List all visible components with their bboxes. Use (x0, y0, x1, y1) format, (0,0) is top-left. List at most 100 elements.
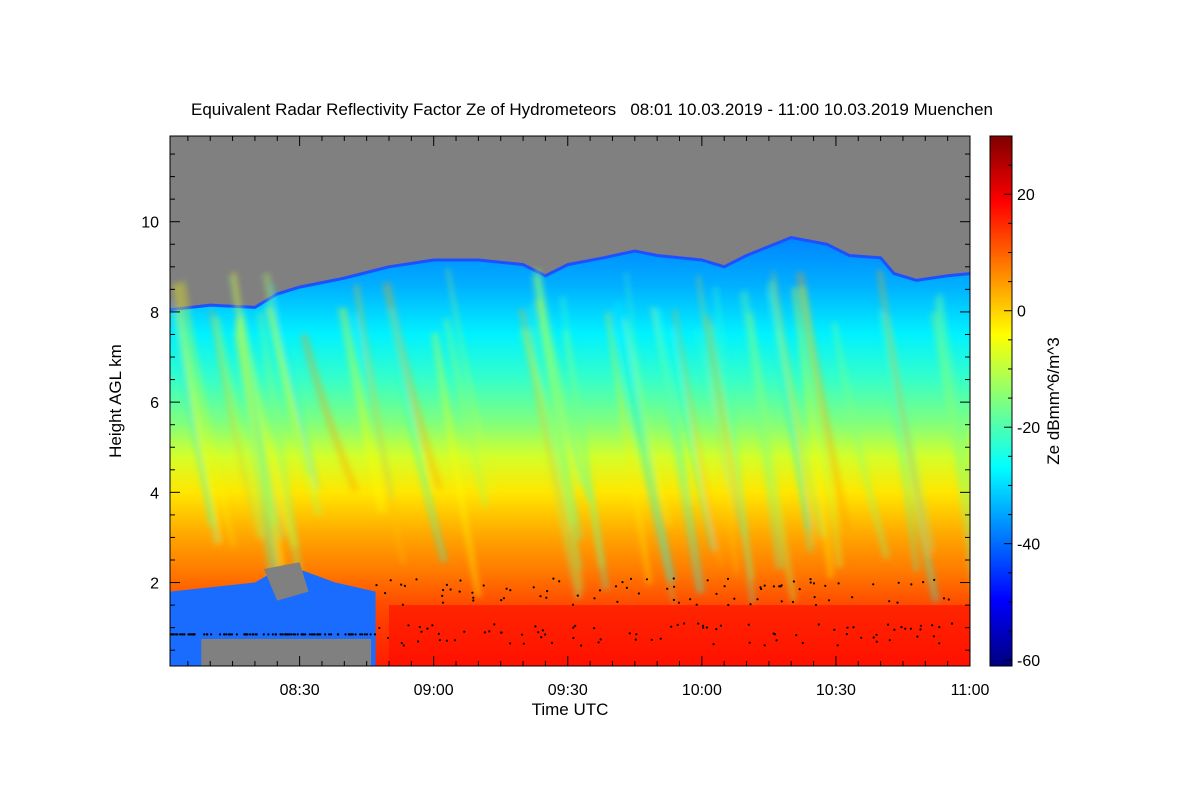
dot-marker (442, 588, 445, 592)
dot-marker (809, 581, 812, 584)
x-tick-label: 11:00 (951, 682, 990, 699)
dot-marker (756, 598, 759, 601)
dot-marker (697, 622, 700, 625)
dot-marker (683, 622, 686, 625)
dot-marker (541, 629, 545, 632)
dot-marker (532, 586, 535, 589)
dot-marker (634, 638, 637, 641)
dot-marker (361, 633, 364, 636)
dot-marker (748, 641, 751, 644)
cloud-top-edge (170, 235, 970, 312)
dot-marker (702, 626, 705, 629)
dot-marker (845, 633, 849, 636)
high-reflectivity-zone (388, 605, 970, 666)
y-tick-label: 6 (150, 395, 159, 412)
dot-marker (706, 579, 709, 582)
dot-marker (621, 581, 624, 584)
x-axis-ticks: 08:30 09:00 09:30 10:00 10:30 11:00 (187, 136, 990, 699)
dot-marker (293, 633, 297, 636)
fall-streak (172, 282, 223, 545)
dot-marker (702, 624, 705, 627)
dot-marker (933, 578, 936, 582)
dot-marker (677, 601, 681, 604)
fall-streak (934, 299, 970, 578)
dot-marker (950, 622, 954, 625)
colorbar-tick-label: -40 (1017, 537, 1040, 554)
dot-marker (324, 633, 327, 636)
fall-streak (791, 287, 834, 579)
fall-streak (624, 272, 676, 603)
y-axis-ticks: 2 4 6 8 10 (141, 153, 970, 651)
dot-marker (534, 625, 537, 628)
dot-marker (931, 624, 934, 627)
colorbar-tick-label: 0 (1017, 304, 1026, 321)
dot-marker (780, 584, 783, 587)
dot-marker (712, 643, 715, 646)
dot-marker (284, 633, 288, 636)
dot-marker (351, 633, 354, 636)
dot-marker (505, 587, 508, 590)
dot-marker (715, 592, 718, 596)
low-level-blue-feature (170, 562, 376, 666)
dot-marker (932, 635, 936, 638)
dot-marker (403, 584, 406, 588)
fall-streak (181, 281, 236, 548)
colorbar-tick-label: 20 (1017, 187, 1035, 204)
dot-marker (373, 633, 377, 636)
dot-marker (574, 624, 577, 628)
y-tick-label: 10 (141, 215, 159, 232)
dot-marker (672, 577, 675, 580)
dot-marker (271, 633, 274, 636)
dot-marker (219, 633, 222, 636)
dot-marker (676, 623, 679, 627)
dot-marker (438, 639, 441, 642)
fall-streak (771, 271, 819, 545)
y-axis-label: Height AGL km (106, 344, 125, 458)
dot-marker (773, 633, 777, 636)
dot-marker (210, 633, 213, 636)
dot-marker (230, 633, 234, 636)
low-level-gap (263, 562, 309, 601)
dot-marker (812, 582, 816, 585)
dot-marker (389, 579, 392, 582)
dot-marker (418, 625, 421, 629)
dot-marker (833, 628, 836, 631)
dot-marker (919, 624, 923, 627)
dot-marker (255, 633, 258, 636)
dot-marker (673, 585, 676, 588)
dot-marker (593, 597, 596, 600)
dot-marker (597, 641, 600, 644)
dot-marker (407, 624, 410, 627)
dot-marker (290, 633, 293, 636)
dot-marker (437, 632, 440, 636)
dot-marker (172, 633, 176, 636)
dot-marker (705, 626, 709, 629)
dot-marker (635, 633, 638, 636)
dot-marker (229, 633, 232, 636)
dot-marker (544, 633, 547, 636)
dot-marker (302, 633, 305, 636)
fall-streak (300, 333, 360, 493)
dot-marker (246, 633, 249, 636)
dot-marker (400, 583, 403, 586)
dot-marker (363, 633, 366, 636)
fall-streak (256, 311, 306, 592)
dot-marker (817, 623, 820, 626)
dot-marker (386, 636, 390, 640)
dot-marker (872, 583, 875, 586)
x-axis-label: Time UTC (532, 700, 609, 719)
dot-marker (572, 626, 575, 629)
dot-marker (659, 637, 662, 640)
plot-frame (169, 135, 971, 667)
dot-marker (809, 578, 812, 581)
dot-marker (545, 596, 548, 599)
low-level-gap (201, 638, 372, 666)
dot-marker (760, 587, 763, 591)
dot-marker (791, 600, 795, 604)
dot-marker (502, 597, 505, 600)
dot-marker (288, 633, 291, 636)
dot-marker (471, 591, 474, 594)
dot-marker (249, 633, 252, 636)
dot-marker (846, 626, 849, 629)
